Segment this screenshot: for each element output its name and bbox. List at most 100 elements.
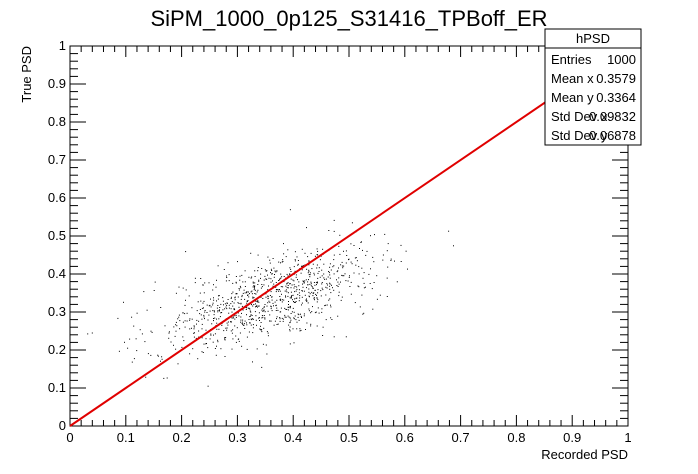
data-point bbox=[303, 315, 305, 317]
data-point bbox=[276, 270, 278, 272]
data-point bbox=[279, 320, 281, 322]
data-point bbox=[312, 287, 314, 289]
data-point bbox=[208, 305, 210, 307]
data-point bbox=[295, 297, 297, 299]
data-point bbox=[304, 294, 306, 296]
data-point bbox=[313, 272, 315, 274]
y-tick-label: 0.4 bbox=[48, 266, 66, 281]
data-point bbox=[203, 307, 204, 309]
data-point bbox=[287, 287, 289, 289]
data-point bbox=[186, 312, 188, 314]
data-point bbox=[320, 295, 322, 297]
data-point bbox=[257, 270, 259, 272]
data-point bbox=[232, 338, 234, 340]
data-point bbox=[144, 341, 146, 343]
data-point bbox=[365, 286, 366, 288]
data-point bbox=[382, 259, 384, 261]
data-point bbox=[204, 282, 206, 284]
data-point bbox=[201, 351, 203, 353]
data-point bbox=[222, 297, 224, 299]
data-point bbox=[263, 306, 265, 308]
data-point bbox=[358, 286, 360, 288]
data-point bbox=[234, 296, 236, 298]
data-point bbox=[246, 324, 248, 326]
data-point bbox=[241, 312, 242, 314]
data-point bbox=[322, 289, 324, 291]
data-point bbox=[260, 325, 261, 327]
data-point bbox=[224, 337, 226, 339]
data-point bbox=[234, 309, 236, 311]
data-point bbox=[272, 258, 274, 259]
data-point bbox=[252, 361, 253, 363]
data-point bbox=[332, 287, 333, 289]
data-point bbox=[275, 305, 277, 307]
data-point bbox=[310, 282, 312, 284]
data-point bbox=[249, 310, 251, 312]
data-point bbox=[244, 328, 246, 329]
data-point bbox=[315, 311, 317, 313]
data-point bbox=[270, 306, 272, 308]
data-point bbox=[338, 277, 340, 279]
data-point bbox=[205, 329, 207, 331]
data-point bbox=[311, 286, 313, 287]
data-point bbox=[359, 306, 361, 308]
data-point bbox=[266, 353, 268, 355]
data-point bbox=[258, 280, 260, 282]
x-tick-label: 0.5 bbox=[340, 430, 358, 445]
data-point bbox=[206, 343, 207, 344]
data-point bbox=[323, 273, 325, 275]
data-point bbox=[261, 366, 263, 368]
data-point bbox=[235, 316, 237, 318]
data-point bbox=[306, 300, 308, 302]
data-point bbox=[253, 287, 255, 289]
data-point bbox=[353, 245, 355, 246]
data-point bbox=[200, 314, 202, 316]
data-point bbox=[308, 260, 310, 262]
data-point bbox=[279, 289, 280, 291]
data-point bbox=[289, 343, 291, 345]
data-point bbox=[201, 307, 203, 309]
data-point bbox=[150, 330, 152, 332]
data-point bbox=[263, 279, 265, 281]
data-point bbox=[317, 292, 319, 294]
data-point bbox=[301, 302, 303, 304]
data-point bbox=[271, 310, 273, 312]
data-point bbox=[319, 259, 321, 261]
data-point bbox=[286, 291, 288, 293]
data-point bbox=[362, 249, 363, 251]
data-point bbox=[135, 338, 137, 340]
data-point bbox=[325, 319, 327, 321]
data-point bbox=[242, 309, 244, 311]
data-point bbox=[324, 305, 326, 307]
data-point bbox=[225, 337, 227, 338]
data-point bbox=[256, 324, 257, 326]
data-point bbox=[200, 278, 202, 279]
data-point bbox=[292, 299, 293, 301]
data-point bbox=[289, 321, 291, 323]
data-point bbox=[238, 288, 240, 289]
data-point bbox=[370, 268, 371, 270]
data-point bbox=[337, 315, 339, 317]
data-point bbox=[329, 263, 331, 265]
data-point bbox=[365, 254, 367, 256]
data-point bbox=[226, 329, 228, 331]
data-point bbox=[313, 292, 315, 294]
data-point bbox=[300, 315, 302, 317]
y-tick-label: 0.3 bbox=[48, 304, 66, 319]
data-point bbox=[252, 282, 254, 284]
data-point bbox=[262, 308, 264, 310]
data-point bbox=[318, 271, 320, 272]
data-point bbox=[228, 304, 230, 306]
data-point bbox=[176, 325, 178, 327]
data-point bbox=[331, 319, 333, 320]
data-point bbox=[284, 316, 286, 318]
data-point bbox=[285, 295, 286, 297]
data-point bbox=[273, 267, 275, 269]
data-point bbox=[232, 291, 234, 293]
data-point bbox=[193, 332, 195, 334]
data-point bbox=[280, 299, 282, 301]
data-point bbox=[299, 328, 301, 330]
data-point bbox=[164, 325, 166, 327]
data-point bbox=[310, 284, 312, 286]
data-point bbox=[287, 315, 289, 317]
